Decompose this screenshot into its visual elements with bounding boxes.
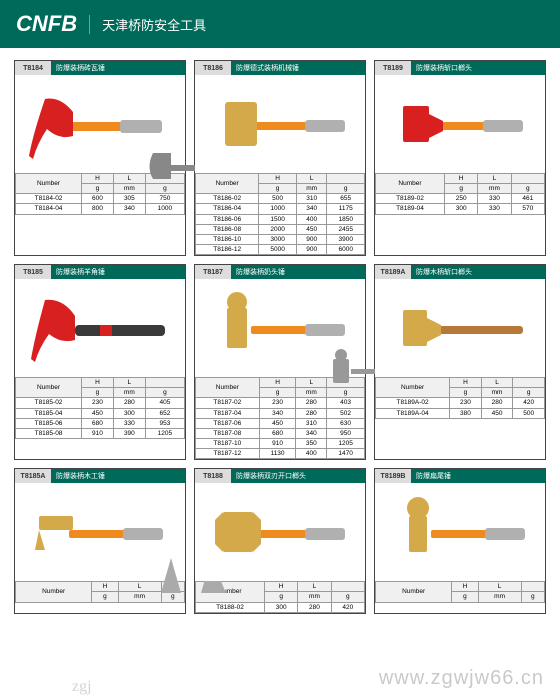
product-card: T8189 防爆装柄斩口榔头 NumberHL gmmg T8189-02250…	[374, 60, 546, 256]
table-row: T8187-02230280403	[196, 398, 365, 408]
table-row: T8189-04300330570	[376, 204, 545, 214]
product-title: 防爆木柄斩口榔头	[411, 265, 545, 279]
product-code: T8185	[15, 265, 51, 279]
product-image	[195, 483, 365, 581]
table-row: T8184-02600305750	[16, 194, 185, 204]
watermark: www.zgwjw66.cn	[379, 667, 544, 690]
header: CNFB 天津桥防安全工具	[0, 0, 560, 48]
product-title: 防爆装柄双刃开口榔头	[231, 469, 365, 483]
card-header: T8189A 防爆木柄斩口榔头	[375, 265, 545, 279]
product-code: T8189A	[375, 265, 411, 279]
product-title: 防爆装柄木工锤	[51, 469, 185, 483]
table-row: T8186-0615004001850	[196, 214, 365, 224]
product-code: T8189B	[375, 469, 411, 483]
product-title: 防爆装柄羊角锤	[51, 265, 185, 279]
brand-subtitle: 天津桥防安全工具	[89, 15, 206, 34]
table-row: T8184-048003401000	[16, 204, 185, 214]
table-row: T8187-1211304001470	[196, 449, 365, 459]
table-row: T8186-0820004502455	[196, 224, 365, 234]
table-row: T8186-0410003401175	[196, 204, 365, 214]
product-card: T8186 防爆德式装柄机械锤 NumberHL gmmg T8186-0250…	[194, 60, 366, 256]
product-title: 防爆装柄奶头锤	[231, 265, 365, 279]
spec-table: NumberHL gmmg	[375, 581, 545, 602]
table-row: T8188-02300280420	[196, 602, 365, 612]
brand-logo: CNFB	[16, 11, 77, 37]
product-card: T8185 防爆装柄羊角锤 NumberHL gmmg T8185-022302…	[14, 264, 186, 460]
product-code: T8185A	[15, 469, 51, 483]
product-image	[375, 279, 545, 377]
table-row: T8189A-04380450500	[376, 408, 545, 418]
product-image	[195, 75, 365, 173]
product-title: 防爆德式装柄机械锤	[231, 61, 365, 75]
table-row: T8185-089103901205	[16, 428, 185, 438]
product-image	[375, 483, 545, 581]
card-header: T8187 防爆装柄奶头锤	[195, 265, 365, 279]
product-card: T8184 防爆装柄砖瓦锤 NumberHL gmmg T8184-026003…	[14, 60, 186, 256]
spec-table: NumberHL gmmg T8185-02230280405T8185-044…	[15, 377, 185, 439]
product-card: T8187 防爆装柄奶头锤 NumberHL gmmg T8187-022302…	[194, 264, 366, 460]
table-row: T8189A-02230280420	[376, 398, 545, 408]
card-header: T8189 防爆装柄斩口榔头	[375, 61, 545, 75]
product-image	[15, 483, 185, 581]
product-image	[15, 279, 185, 377]
product-title: 防爆装柄砖瓦锤	[51, 61, 185, 75]
card-header: T8184 防爆装柄砖瓦锤	[15, 61, 185, 75]
card-header: T8185 防爆装柄羊角锤	[15, 265, 185, 279]
table-row: T8187-06450310630	[196, 418, 365, 428]
product-code: T8187	[195, 265, 231, 279]
product-code: T8186	[195, 61, 231, 75]
card-header: T8185A 防爆装柄木工锤	[15, 469, 185, 483]
product-title: 防爆装柄斩口榔头	[411, 61, 545, 75]
table-row: T8187-04340280502	[196, 408, 365, 418]
table-row: T8189-02250330461	[376, 194, 545, 204]
product-image	[375, 75, 545, 173]
table-row: T8185-04450300652	[16, 408, 185, 418]
product-code: T8189	[375, 61, 411, 75]
spec-table: NumberHL gmmg T8189-02250330461T8189-043…	[375, 173, 545, 215]
product-card: T8189A 防爆木柄斩口榔头 NumberHL gmmg T8189A-022…	[374, 264, 546, 460]
table-row: T8186-1250009006000	[196, 244, 365, 254]
table-row: T8185-02230280405	[16, 398, 185, 408]
table-row: T8187-109103501205	[196, 438, 365, 448]
card-header: T8186 防爆德式装柄机械锤	[195, 61, 365, 75]
product-title: 防爆扁尾锤	[411, 469, 545, 483]
scribble-overlay: zgj	[72, 678, 92, 696]
product-card: T8189B 防爆扁尾锤 NumberHL gmmg	[374, 468, 546, 613]
card-header: T8188 防爆装柄双刃开口榔头	[195, 469, 365, 483]
table-row: T8187-08680340950	[196, 428, 365, 438]
product-code: T8188	[195, 469, 231, 483]
product-image	[15, 75, 185, 173]
table-row: T8186-02500310655	[196, 194, 365, 204]
product-grid: T8184 防爆装柄砖瓦锤 NumberHL gmmg T8184-026003…	[0, 48, 560, 626]
product-image	[195, 279, 365, 377]
product-card: T8185A 防爆装柄木工锤 NumberHL gmmg	[14, 468, 186, 613]
table-row: T8186-1030009003900	[196, 234, 365, 244]
card-header: T8189B 防爆扁尾锤	[375, 469, 545, 483]
table-row: T8185-06680330953	[16, 418, 185, 428]
product-code: T8184	[15, 61, 51, 75]
